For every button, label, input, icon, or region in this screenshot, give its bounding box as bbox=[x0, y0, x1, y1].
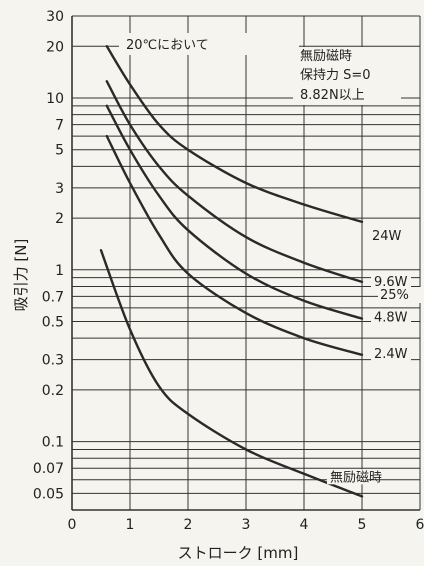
series-curve bbox=[99, 249, 364, 498]
x-tick-label: 2 bbox=[184, 517, 193, 533]
duty-label-bg bbox=[378, 287, 424, 303]
series-label-bg bbox=[327, 469, 367, 485]
series-curve bbox=[105, 104, 364, 320]
note-line-3: 8.82N以上 bbox=[300, 88, 365, 103]
series-curves bbox=[99, 45, 364, 498]
duty-label: 25% bbox=[380, 288, 409, 303]
y-tick-label: 1 bbox=[55, 263, 64, 279]
y-axis-label: 吸引力 [N] bbox=[12, 239, 30, 312]
y-tick-label: 7 bbox=[55, 118, 64, 134]
y-tick-label: 30 bbox=[46, 9, 64, 25]
x-tick-label: 4 bbox=[300, 517, 309, 533]
series-label: 9.6W bbox=[374, 275, 408, 290]
note-line-1: 無励磁時 bbox=[300, 49, 352, 64]
y-tick-label: 2 bbox=[55, 211, 64, 227]
series-label: 4.8W bbox=[374, 311, 408, 326]
series-labels: 24W 9.6W 4.8W 2.4W 無励磁時 bbox=[327, 227, 411, 485]
series-label: 無励磁時 bbox=[330, 470, 382, 485]
y-tick-label: 20 bbox=[46, 39, 64, 55]
y-tick-label: 0.5 bbox=[42, 315, 64, 331]
x-tick-label: 3 bbox=[242, 517, 251, 533]
series-curve bbox=[105, 134, 364, 356]
note-line-2: 保持力 S=0 bbox=[300, 68, 371, 83]
series-curve bbox=[105, 45, 364, 224]
series-label-bg bbox=[371, 345, 411, 361]
note-bg bbox=[293, 47, 401, 105]
y-tick-label: 0.7 bbox=[42, 289, 64, 305]
x-tick-label: 5 bbox=[358, 517, 367, 533]
y-tick-label: 5 bbox=[55, 143, 64, 159]
tick-labels: 30 20 10 7 5 3 2 1 0.7 0.5 0.3 0.2 0.1 0.07 0.050 1 2 3 4 5… bbox=[33, 9, 424, 533]
series-label-bg bbox=[371, 273, 411, 289]
y-tick-label: 3 bbox=[55, 181, 64, 197]
y-tick-label: 0.3 bbox=[42, 353, 64, 369]
condition-label-bg bbox=[119, 33, 299, 55]
series-label-bg bbox=[371, 309, 411, 325]
series-label-bg bbox=[369, 227, 409, 243]
x-tick-label: 0 bbox=[68, 517, 77, 533]
y-tick-label: 0.1 bbox=[42, 435, 64, 451]
series-label: 24W bbox=[372, 229, 402, 244]
series-label: 2.4W bbox=[374, 347, 408, 362]
condition-label: 20℃において bbox=[126, 38, 209, 53]
y-tick-label: 0.2 bbox=[42, 383, 64, 399]
y-tick-label: 10 bbox=[46, 91, 64, 107]
x-tick-label: 6 bbox=[416, 517, 424, 533]
x-tick-label: 1 bbox=[126, 517, 135, 533]
series-curve bbox=[105, 80, 364, 284]
y-tick-label: 0.07 bbox=[33, 461, 64, 477]
y-tick-label: 0.05 bbox=[33, 486, 64, 502]
x-axis-label: ストローク [mm] bbox=[178, 544, 299, 562]
